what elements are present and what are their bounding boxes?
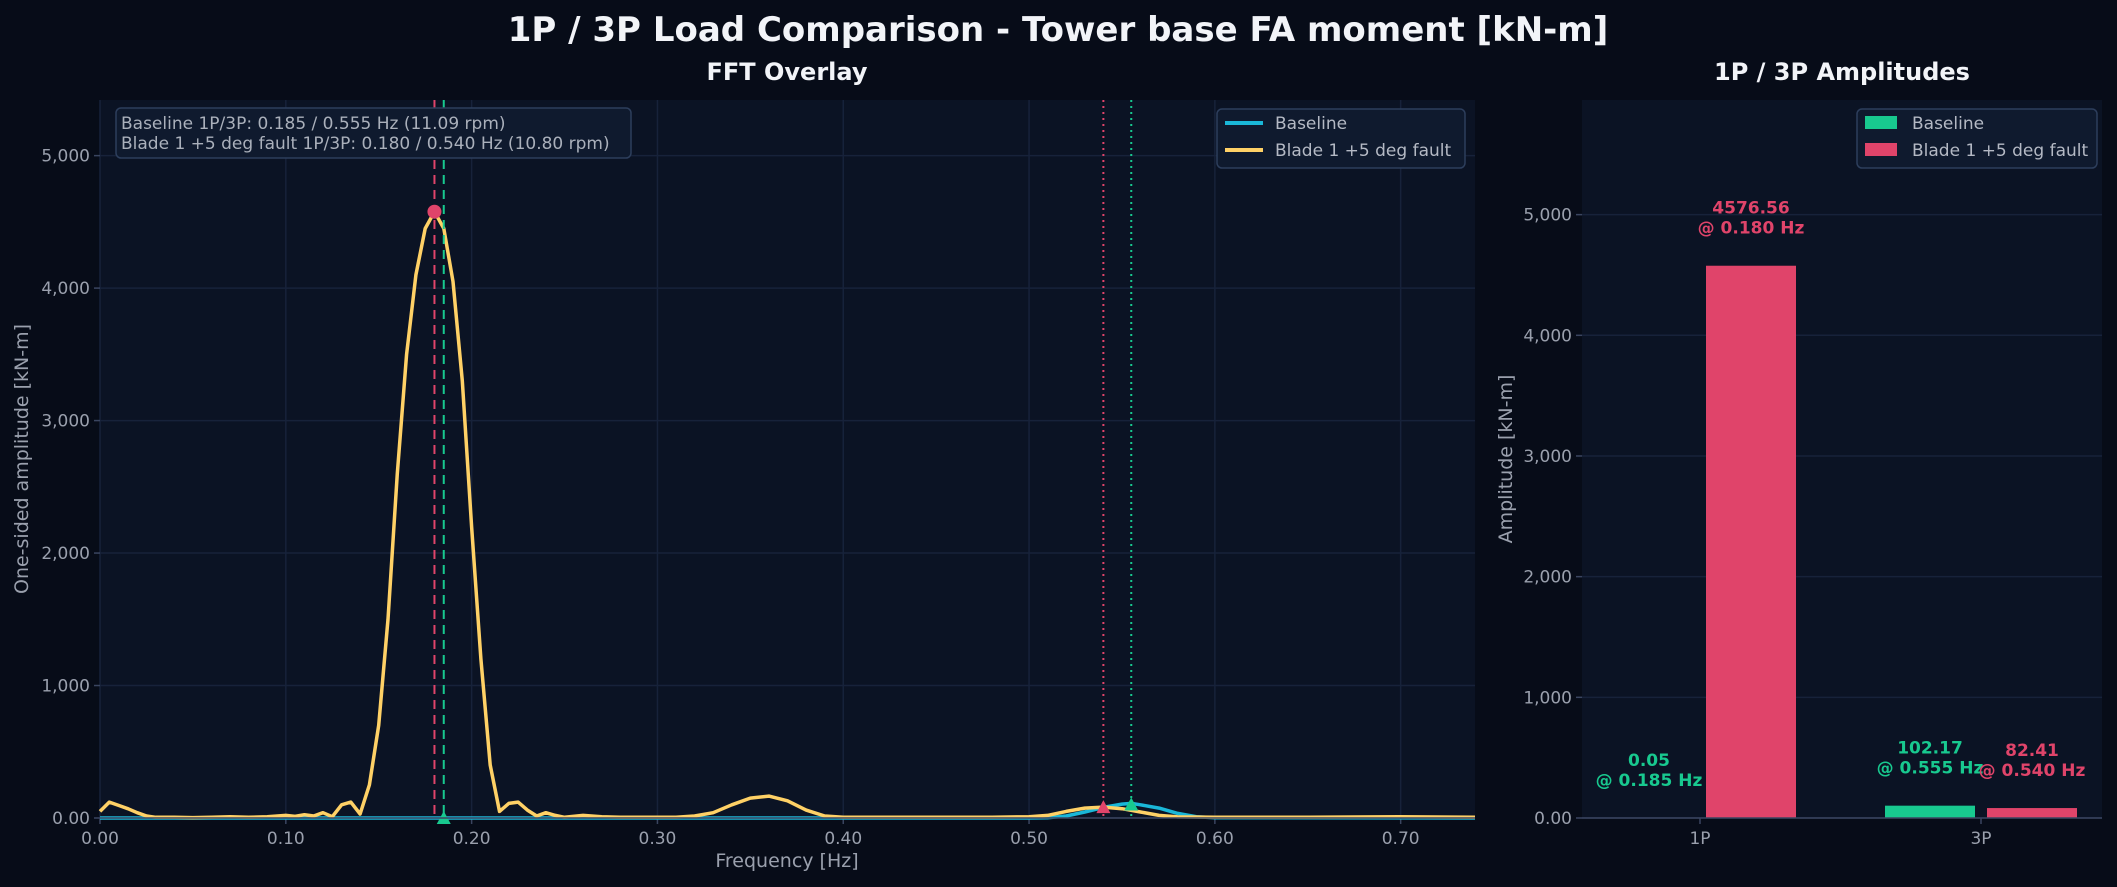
fft-x-tick-label: 0.50 — [1010, 829, 1048, 849]
amp-bar-label-freq: @ 0.540 Hz — [1979, 761, 2086, 781]
fft-annotation-line-2: Blade 1 +5 deg fault 1P/3P: 0.180 / 0.54… — [121, 134, 610, 154]
fft-x-tick-label: 0.70 — [1382, 829, 1420, 849]
fft-peak-marker-0 — [427, 204, 442, 219]
amp-y-tick-label: 5,000 — [1523, 206, 1572, 226]
fft-legend-frame — [1216, 108, 1466, 169]
fft-peak-marker-2 — [1096, 800, 1111, 814]
fft-x-tick-label: 0.20 — [453, 829, 491, 849]
fft-markers — [427, 100, 1139, 824]
amp-y-tick-label: 1,000 — [1523, 688, 1572, 708]
fft-x-tick-label: 0.10 — [267, 829, 305, 849]
amp-bar-label-freq: @ 0.555 Hz — [1877, 759, 1984, 779]
fft-x-label: Frequency [Hz] — [715, 850, 858, 872]
amp-bar-label-value: 82.41 — [2005, 741, 2059, 761]
fft-panel: 0.00 0.10 0.20 0.30 0.40 0.50 0.60 0.70 0.00 1,0… — [11, 58, 1476, 872]
fft-y-label: One-sided amplitude [kN-m] — [11, 324, 33, 594]
amp-bar-fault-1P — [1706, 265, 1796, 819]
fft-y-tick-label: 2,000 — [41, 544, 90, 564]
amp-y-tick-label: 0.00 — [1534, 809, 1572, 829]
amp-legend-swatch-fault — [1865, 143, 1897, 156]
fft-y-tick-label: 4,000 — [41, 279, 90, 299]
fft-plot-area — [100, 100, 1475, 818]
fft-x-tick-label: 0.30 — [639, 829, 677, 849]
fft-legend-label-baseline: Baseline — [1275, 114, 1347, 134]
amp-bar-label-value: 4576.56 — [1712, 199, 1789, 219]
amp-bar-fault-3P — [1987, 808, 2077, 818]
amp-y-tick-label: 4,000 — [1523, 326, 1572, 346]
amp-bar-label-value: 0.05 — [1628, 751, 1670, 771]
amp-bar-label-freq: @ 0.185 Hz — [1596, 771, 1703, 791]
fft-y-tick-label: 0.00 — [52, 809, 90, 829]
amp-y-ticks: 0.00 1,000 2,000 3,000 4,000 5,000 — [1523, 206, 1582, 829]
fft-annotation-frame — [115, 107, 632, 159]
fft-legend-label-fault: Blade 1 +5 deg fault — [1275, 141, 1451, 161]
amp-legend-frame — [1856, 108, 2098, 169]
amp-bar-baseline-3P — [1885, 805, 1975, 818]
fft-y-tick-label: 5,000 — [41, 147, 90, 167]
amp-x-ticks: 1P 3P — [1689, 818, 1992, 849]
amp-x-tick-label: 1P — [1689, 829, 1710, 849]
amp-title: 1P / 3P Amplitudes — [1714, 58, 1970, 86]
amp-legend-label-fault: Blade 1 +5 deg fault — [1912, 141, 2088, 161]
amp-legend: Baseline Blade 1 +5 deg fault — [1856, 108, 2098, 169]
fft-y-tick-label: 3,000 — [41, 412, 90, 432]
amp-x-tick-label: 3P — [1970, 829, 1991, 849]
fft-x-tick-label: 0.00 — [81, 829, 119, 849]
fft-x-tick-label: 0.40 — [824, 829, 862, 849]
amp-bar-label-freq: @ 0.180 Hz — [1698, 219, 1805, 239]
amp-plot-area — [1582, 100, 2102, 818]
fft-annotation-line-1: Baseline 1P/3P: 0.185 / 0.555 Hz (11.09 … — [121, 114, 506, 134]
fft-title: FFT Overlay — [706, 58, 867, 86]
fft-line-fault — [98, 209, 1476, 820]
fft-peak-marker-3 — [1124, 797, 1139, 811]
fft-y-ticks: 0.00 1,000 2,000 3,000 4,000 5,000 — [41, 147, 100, 829]
amp-bar-label-value: 102.17 — [1897, 739, 1963, 759]
fft-x-tick-label: 0.60 — [1196, 829, 1234, 849]
fft-y-tick-label: 1,000 — [41, 677, 90, 697]
fft-x-ticks: 0.00 0.10 0.20 0.30 0.40 0.50 0.60 0.70 — [81, 818, 1420, 849]
amp-legend-label-baseline: Baseline — [1912, 114, 1984, 134]
amp-legend-swatch-baseline — [1865, 116, 1897, 129]
fft-legend: Baseline Blade 1 +5 deg fault — [1216, 108, 1466, 169]
amp-y-tick-label: 3,000 — [1523, 447, 1572, 467]
fft-annotation-box: Baseline 1P/3P: 0.185 / 0.555 Hz (11.09 … — [115, 107, 632, 159]
amp-y-tick-label: 2,000 — [1523, 568, 1572, 588]
figure-title: 1P / 3P Load Comparison - Tower base FA … — [508, 10, 1609, 50]
amp-y-label: Amplitude [kN-m] — [1495, 375, 1517, 544]
